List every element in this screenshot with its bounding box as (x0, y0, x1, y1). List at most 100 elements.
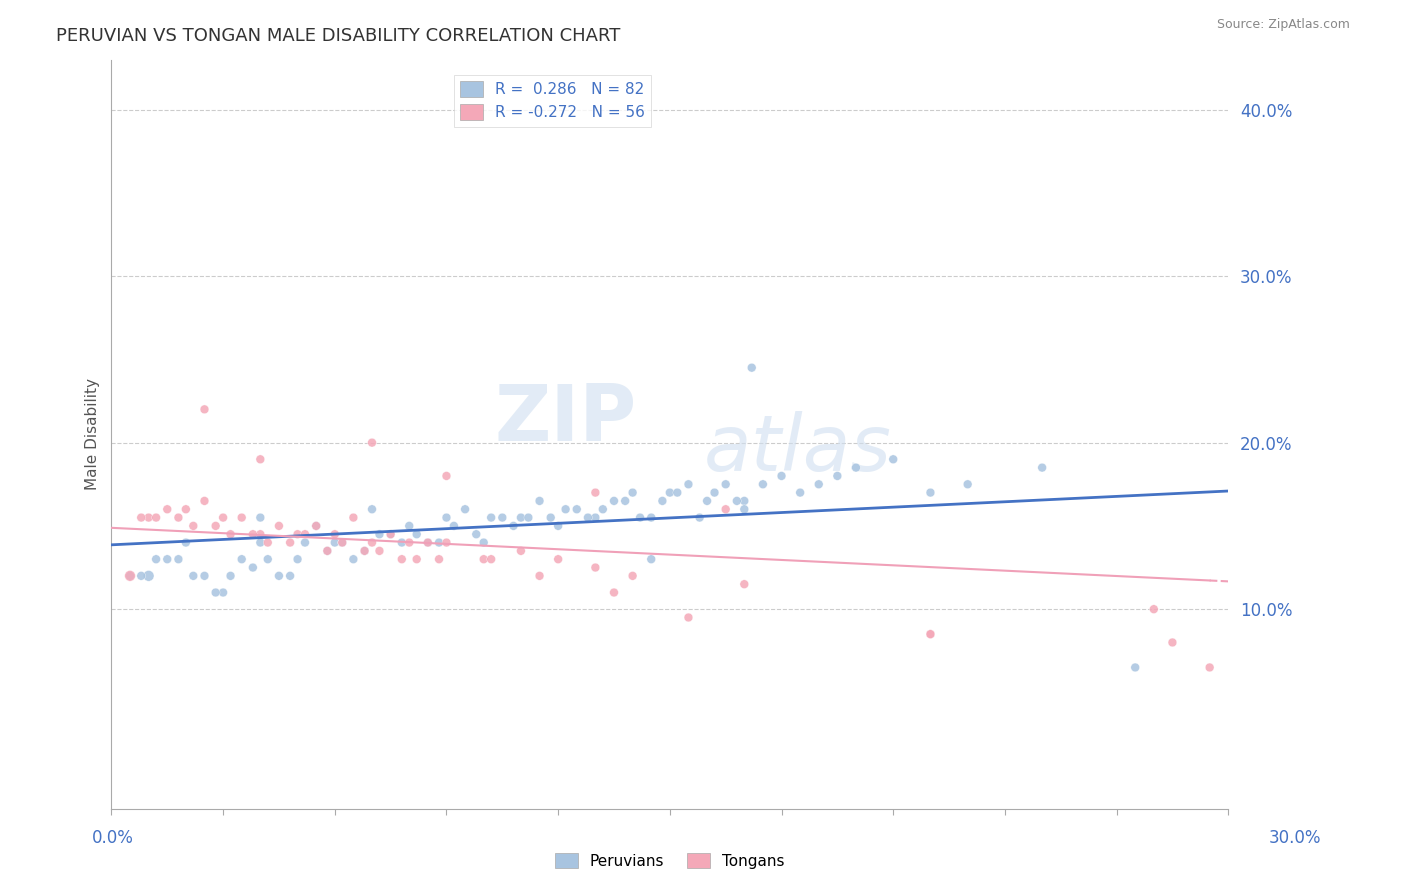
Point (583, 485, 606, 500)
Point (703, 485, 725, 500)
Point (405, 552, 427, 566)
Point (323, 527, 346, 541)
Point (479, 510, 502, 524)
Point (603, 585, 626, 599)
Point (267, 569, 290, 583)
Point (294, 527, 316, 541)
Point (725, 494, 748, 508)
Point (305, 519, 328, 533)
Point (583, 560, 606, 574)
Point (353, 544, 375, 558)
Point (368, 527, 391, 541)
Point (696, 494, 718, 508)
Point (628, 510, 651, 524)
Text: 0.0%: 0.0% (91, 829, 134, 847)
Point (405, 527, 427, 541)
Point (231, 552, 253, 566)
Point (789, 485, 811, 500)
Point (181, 519, 204, 533)
Point (129, 510, 152, 524)
Point (436, 535, 458, 549)
Point (193, 569, 215, 583)
Point (145, 552, 167, 566)
Point (391, 552, 413, 566)
Point (666, 485, 689, 500)
Point (882, 452, 904, 467)
Point (249, 527, 271, 541)
Point (323, 535, 346, 549)
Point (678, 610, 700, 624)
Point (181, 569, 204, 583)
Point (330, 535, 353, 549)
Point (529, 494, 551, 508)
Point (733, 577, 755, 591)
Point (219, 527, 242, 541)
Point (479, 552, 502, 566)
Point (129, 569, 152, 583)
Point (517, 510, 540, 524)
Point (353, 544, 375, 558)
Point (156, 552, 179, 566)
Point (416, 535, 439, 549)
Point (231, 510, 253, 524)
Point (193, 494, 215, 508)
Point (547, 519, 569, 533)
Point (827, 469, 849, 483)
Point (920, 627, 942, 641)
Point (614, 494, 637, 508)
Point (845, 460, 868, 475)
Point (249, 452, 271, 467)
Text: PERUVIAN VS TONGAN MALE DISABILITY CORRELATION CHART: PERUVIAN VS TONGAN MALE DISABILITY CORRE… (56, 27, 620, 45)
Point (330, 535, 353, 549)
Point (651, 494, 673, 508)
Point (465, 527, 488, 541)
Point (603, 494, 626, 508)
Point (510, 544, 533, 558)
Point (361, 502, 384, 516)
Point (305, 519, 328, 533)
Point (416, 535, 439, 549)
Point (398, 519, 420, 533)
Legend: R =  0.286   N = 82, R = -0.272   N = 56: R = 0.286 N = 82, R = -0.272 N = 56 (454, 75, 651, 127)
Point (287, 552, 309, 566)
Point (174, 535, 197, 549)
Point (427, 552, 450, 566)
Point (472, 552, 495, 566)
Point (554, 502, 576, 516)
Point (294, 535, 316, 549)
Point (640, 552, 662, 566)
Point (256, 552, 278, 566)
Point (576, 510, 599, 524)
Point (316, 544, 339, 558)
Point (1031, 460, 1053, 475)
Point (145, 510, 167, 524)
Point (167, 510, 190, 524)
Point (714, 477, 737, 491)
Point (1143, 602, 1166, 616)
Point (212, 510, 235, 524)
Point (380, 527, 402, 541)
Point (752, 477, 775, 491)
Point (316, 544, 339, 558)
Point (741, 360, 763, 375)
Point (138, 510, 160, 524)
Point (204, 519, 226, 533)
Point (242, 527, 264, 541)
Point (361, 435, 384, 450)
Point (621, 569, 644, 583)
Point (640, 510, 662, 524)
Text: ZIP: ZIP (494, 381, 637, 458)
Point (583, 510, 606, 524)
Point (733, 494, 755, 508)
Point (770, 469, 793, 483)
Point (436, 510, 458, 524)
Point (714, 502, 737, 516)
Point (472, 535, 495, 549)
Point (398, 535, 420, 549)
Point (807, 477, 830, 491)
Point (118, 569, 141, 583)
Point (249, 510, 271, 524)
Point (287, 527, 309, 541)
Point (436, 469, 458, 483)
Point (156, 502, 179, 516)
